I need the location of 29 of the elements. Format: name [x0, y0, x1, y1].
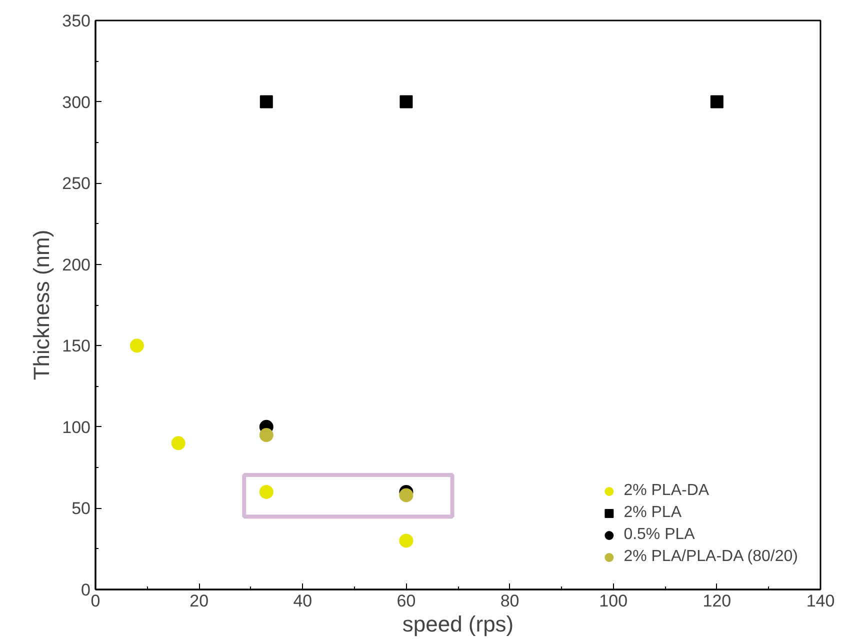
x-tick-label: 120	[702, 592, 732, 610]
y-tick-label: 300	[62, 92, 91, 112]
y-tick-label: 350	[62, 12, 91, 30]
point	[260, 95, 273, 108]
point	[130, 338, 144, 353]
x-tick-label: 80	[500, 592, 520, 610]
y-axis-title: Thickness (nm)	[29, 230, 54, 380]
point	[259, 428, 274, 442]
y-tick-label: 200	[62, 255, 91, 274]
y-tick-label: 250	[62, 174, 91, 194]
x-axis-title: speed (rps)	[402, 612, 514, 636]
x-tick-label: 20	[190, 592, 209, 610]
point	[710, 95, 724, 108]
y-tick-label: 50	[72, 499, 91, 518]
y-tick-label: 100	[62, 418, 91, 437]
x-tick-label: 40	[293, 592, 312, 610]
legend-label: 0.5% PLA	[624, 526, 695, 544]
point	[400, 95, 413, 108]
point	[171, 436, 186, 450]
legend-label: 2% PLA-DA	[624, 482, 710, 500]
x-tick-label: 140	[806, 592, 835, 610]
y-tick-label: 150	[62, 336, 91, 356]
point	[399, 488, 414, 502]
legend-label: 2% PLA	[624, 504, 682, 522]
x-tick-label: 100	[599, 592, 628, 610]
x-tick-label: 60	[396, 592, 416, 610]
point	[399, 534, 414, 548]
point	[259, 484, 274, 499]
legend-label: 2% PLA/PLA-DA (80/20)	[624, 548, 798, 566]
